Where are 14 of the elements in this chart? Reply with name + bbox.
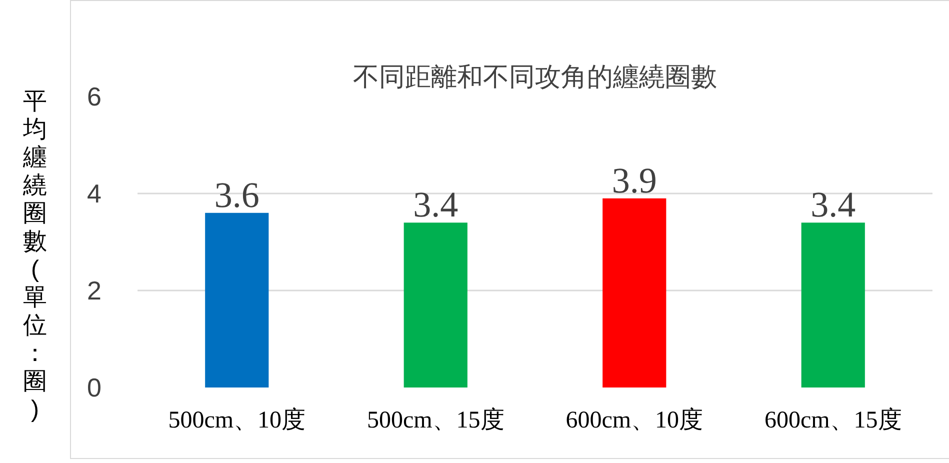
x-tick-label: 600cm、10度 xyxy=(566,406,704,434)
text: 平均纏繞圈數(單位：圈) xyxy=(23,88,47,423)
data-label: 3.9 xyxy=(612,160,657,200)
y-tick-label: 4 xyxy=(87,178,102,208)
data-label: 3.4 xyxy=(810,184,856,225)
x-tick-label: 500cm、10度 xyxy=(168,406,306,434)
x-tick-label: 600cm、15度 xyxy=(764,406,902,434)
data-label: 3.6 xyxy=(214,174,260,215)
y-tick-label: 0 xyxy=(87,372,102,402)
y-tick-label: 2 xyxy=(87,276,102,306)
chart-title: 不同距離和不同攻角的纏繞圈數 xyxy=(353,62,717,92)
data-label: 3.4 xyxy=(413,184,458,225)
y-tick-label: 6 xyxy=(87,82,102,112)
x-tick-label: 500cm、15度 xyxy=(366,406,504,434)
